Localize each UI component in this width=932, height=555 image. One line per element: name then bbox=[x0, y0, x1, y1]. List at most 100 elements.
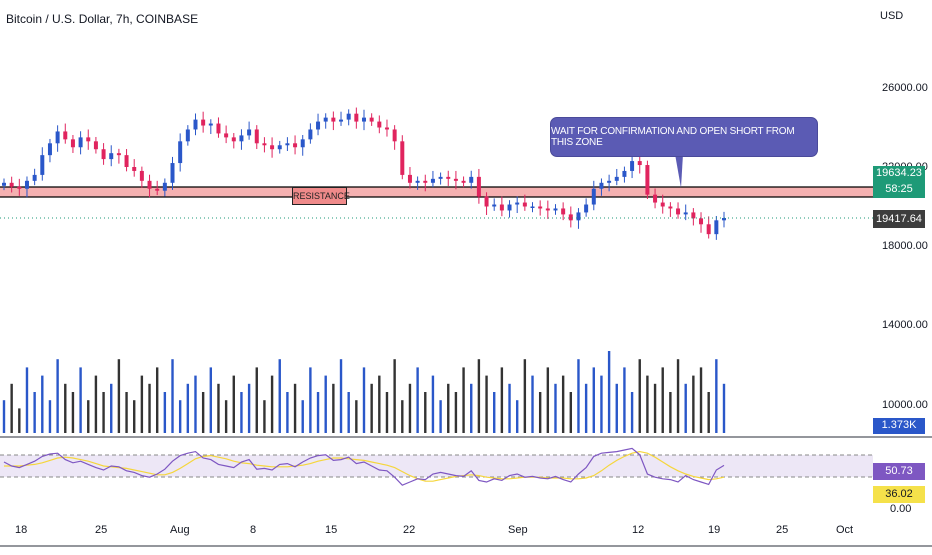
volume-bar bbox=[163, 392, 167, 433]
candle-body bbox=[584, 204, 589, 213]
volume-bar bbox=[33, 392, 36, 433]
volume-bar bbox=[715, 359, 718, 433]
time-label-sep: Sep bbox=[508, 524, 528, 536]
candle-body bbox=[9, 182, 14, 187]
volume-bar bbox=[110, 383, 113, 433]
symbol-title[interactable]: Bitcoin / U.S. Dollar, 7h, COINBASE bbox=[6, 12, 199, 26]
candle-body bbox=[568, 214, 573, 221]
candle-body bbox=[354, 113, 359, 122]
candle-body bbox=[254, 129, 259, 144]
volume-bar bbox=[424, 392, 427, 433]
time-label-oct: Oct bbox=[836, 524, 854, 536]
volume-bar bbox=[584, 383, 588, 433]
candle-body bbox=[453, 178, 458, 181]
volume-bar bbox=[493, 392, 496, 433]
price-tick-26000: 26000.00 bbox=[882, 82, 928, 94]
time-label-25-sep: 25 bbox=[776, 524, 789, 536]
time-label-15: 15 bbox=[325, 524, 338, 536]
volume-bar bbox=[577, 359, 580, 433]
candle-body bbox=[63, 131, 68, 140]
volume-bar bbox=[201, 392, 205, 433]
candle-body bbox=[699, 218, 704, 225]
volume-bar bbox=[194, 375, 197, 433]
resistance-price-tag: 19634.23 bbox=[873, 166, 925, 182]
candle-body bbox=[285, 143, 290, 146]
volume-bar bbox=[41, 375, 44, 433]
candle-body bbox=[653, 194, 658, 203]
resistance-label[interactable]: RESISTANCE bbox=[292, 187, 350, 205]
volume-bar bbox=[623, 367, 626, 433]
volume-bar bbox=[309, 367, 312, 433]
volume-bar bbox=[600, 375, 603, 433]
candle-body bbox=[484, 196, 489, 207]
candle-body bbox=[247, 129, 252, 136]
volume-bar bbox=[117, 359, 121, 433]
volume-bar bbox=[393, 359, 396, 433]
candle-body bbox=[553, 208, 558, 211]
volume-bar bbox=[408, 383, 412, 433]
resistance-zone[interactable] bbox=[0, 186, 873, 198]
candle-body bbox=[507, 204, 512, 211]
volume-bar bbox=[454, 392, 458, 433]
candle-body bbox=[346, 113, 351, 120]
candle-body bbox=[676, 208, 681, 215]
volume-bar bbox=[64, 383, 67, 433]
candlesticks bbox=[2, 107, 726, 240]
candle-body bbox=[645, 165, 650, 195]
volume-bar bbox=[332, 383, 335, 433]
rsi-band-fill bbox=[0, 455, 873, 477]
volume-bar bbox=[508, 383, 511, 433]
volume-bar bbox=[209, 367, 213, 433]
candle-body bbox=[262, 143, 267, 146]
volume-bar bbox=[630, 392, 634, 433]
volume-bar bbox=[125, 392, 128, 433]
resistance-band bbox=[0, 187, 873, 197]
candle-countdown-tag: 58:25 bbox=[873, 182, 925, 198]
candle-body bbox=[492, 204, 497, 207]
volume-bar bbox=[224, 400, 228, 433]
volume-bar bbox=[676, 359, 680, 433]
candle-body bbox=[622, 170, 627, 177]
volume-bar bbox=[707, 392, 710, 433]
candle-body bbox=[40, 155, 45, 175]
candle-body bbox=[216, 123, 221, 134]
candle-body bbox=[147, 180, 152, 189]
candle-body bbox=[599, 182, 604, 189]
volume-value-tag: 1.373K bbox=[873, 418, 925, 434]
currency-label[interactable]: USD bbox=[880, 10, 904, 22]
volume-bar bbox=[538, 392, 542, 433]
volume-bar bbox=[500, 367, 504, 433]
volume-bar bbox=[607, 351, 611, 433]
candle-body bbox=[70, 139, 75, 148]
volume-bar bbox=[416, 367, 419, 433]
volume-bar bbox=[684, 383, 687, 433]
volume-bar bbox=[485, 375, 488, 433]
volume-bar bbox=[293, 383, 297, 433]
trade-callout[interactable]: WAIT FOR CONFIRMATION AND OPEN SHORT FRO… bbox=[550, 117, 818, 157]
candle-body bbox=[277, 145, 282, 150]
candle-body bbox=[323, 117, 328, 122]
candle-body bbox=[384, 127, 389, 130]
volume-bar bbox=[324, 375, 327, 433]
candle-body bbox=[231, 137, 236, 142]
candle-body bbox=[538, 206, 543, 209]
candle-body bbox=[2, 182, 6, 186]
candle-body bbox=[499, 204, 504, 211]
candle-body bbox=[132, 167, 137, 171]
volume-bar bbox=[240, 392, 243, 433]
volume-bar bbox=[699, 367, 703, 433]
time-label-12: 12 bbox=[632, 524, 645, 536]
time-label-8: 8 bbox=[250, 524, 257, 536]
candle-body bbox=[116, 153, 121, 156]
candle-body bbox=[438, 176, 443, 179]
volume-bar bbox=[722, 383, 726, 433]
candle-body bbox=[706, 224, 711, 235]
candle-body bbox=[339, 119, 344, 122]
candle-body bbox=[293, 143, 298, 148]
candle-body bbox=[239, 135, 244, 142]
volume-bar bbox=[661, 367, 664, 433]
volume-bar bbox=[232, 375, 235, 433]
candle-body bbox=[530, 206, 535, 208]
